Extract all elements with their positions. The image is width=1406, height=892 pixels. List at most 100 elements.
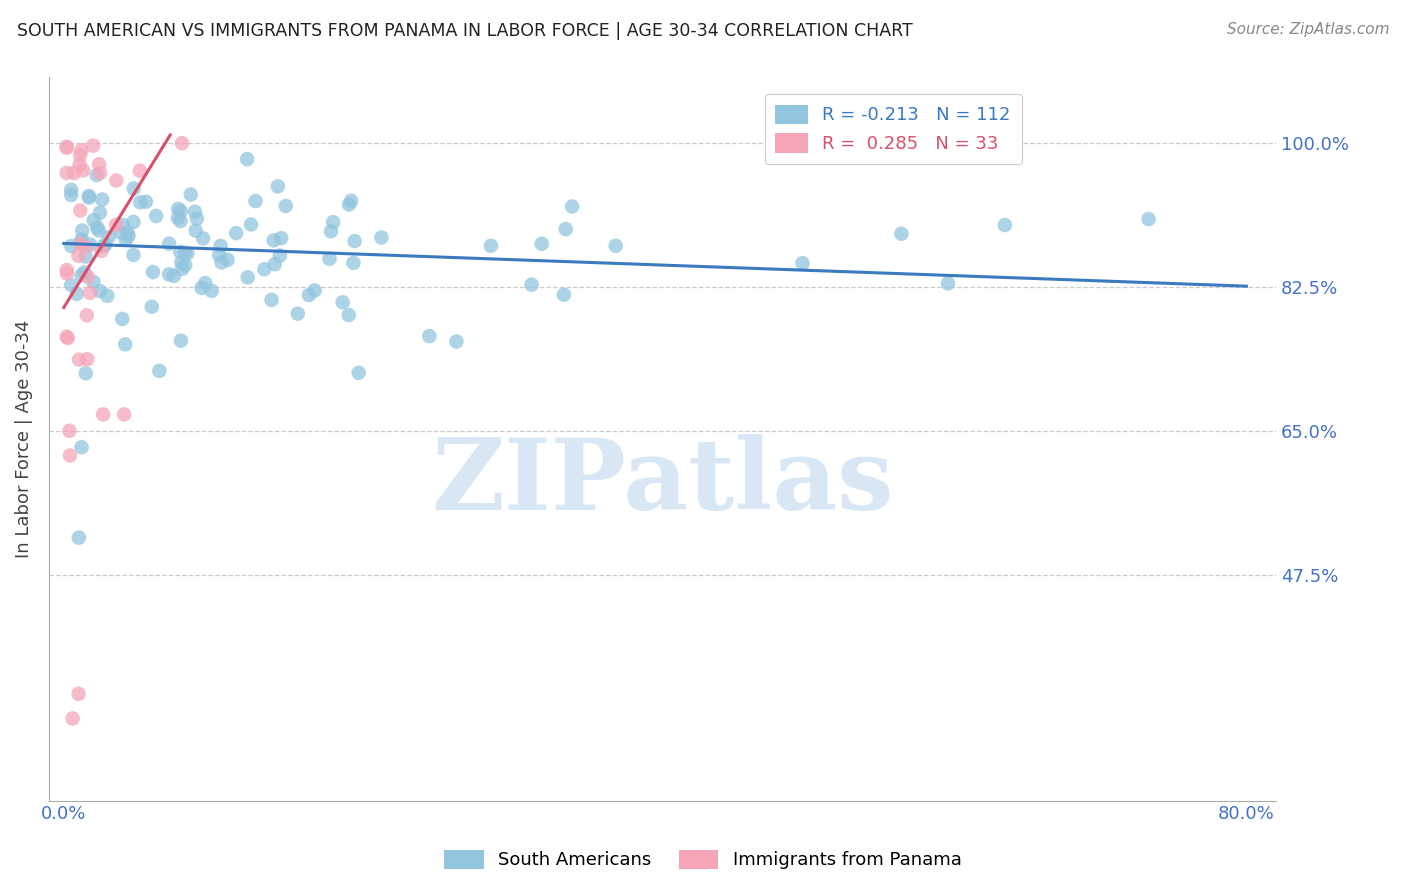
Text: SOUTH AMERICAN VS IMMIGRANTS FROM PANAMA IN LABOR FORCE | AGE 30-34 CORRELATION : SOUTH AMERICAN VS IMMIGRANTS FROM PANAMA… [17,22,912,40]
Point [270,231,292,245]
Point [148,364,170,378]
Y-axis label: In Labor Force | Age 30-34: In Labor Force | Age 30-34 [15,320,32,558]
Point [70,440,93,454]
Point [69,157,91,171]
Point [176,246,198,260]
Point [77,189,100,203]
Point [105,218,128,232]
Legend: R = -0.213   N = 112, R =  0.285   N = 33: R = -0.213 N = 112, R = 0.285 N = 33 [765,94,1022,164]
Point [217,252,239,267]
Point [340,194,363,208]
Point [553,287,575,301]
Point [260,293,283,307]
Point [530,236,553,251]
Point [191,231,214,245]
Point [318,252,340,266]
Point [76,270,98,285]
Point [67,352,90,367]
Point [145,209,167,223]
Point [240,218,263,232]
Point [1137,212,1160,227]
Point [82,275,104,289]
Point [79,237,101,252]
Point [184,224,207,238]
Point [332,295,354,310]
Point [605,239,627,253]
Point [58,424,80,438]
Point [163,268,186,283]
Point [170,204,193,219]
Point [77,190,100,204]
Point [201,284,224,298]
Point [55,140,77,154]
Point [561,199,583,213]
Point [936,277,959,291]
Point [96,289,118,303]
Point [418,329,440,343]
Point [60,183,83,197]
Point [70,268,93,282]
Point [172,261,194,276]
Point [169,244,191,259]
Point [129,195,152,210]
Legend: South Americans, Immigrants from Panama: South Americans, Immigrants from Panama [436,841,970,879]
Point [170,334,193,348]
Point [792,256,814,270]
Point [122,248,145,262]
Point [319,224,342,238]
Point [186,211,208,226]
Point [89,166,111,180]
Point [89,284,111,298]
Point [208,248,231,262]
Point [322,215,344,229]
Point [157,268,180,282]
Point [994,218,1017,232]
Point [184,204,207,219]
Point [73,265,96,279]
Point [67,687,90,701]
Point [110,225,132,239]
Point [72,223,94,237]
Point [370,230,392,244]
Point [76,308,98,322]
Point [236,270,259,285]
Text: Source: ZipAtlas.com: Source: ZipAtlas.com [1226,22,1389,37]
Point [72,163,94,178]
Point [225,226,247,240]
Point [122,181,145,195]
Point [63,166,86,180]
Point [304,284,326,298]
Point [60,239,83,253]
Point [89,205,111,219]
Point [122,215,145,229]
Point [287,307,309,321]
Point [209,239,232,253]
Point [520,277,543,292]
Point [86,168,108,182]
Point [337,197,360,211]
Point [343,234,366,248]
Point [87,157,110,171]
Point [342,256,364,270]
Point [347,366,370,380]
Point [60,277,83,292]
Point [114,337,136,351]
Point [180,187,202,202]
Point [69,203,91,218]
Point [69,148,91,162]
Point [245,194,267,208]
Point [236,152,259,166]
Point [142,265,165,279]
Point [115,233,138,247]
Point [91,408,114,422]
Point [157,236,180,251]
Point [298,288,321,302]
Point [75,240,97,254]
Point [97,230,120,244]
Point [75,250,97,264]
Point [91,193,114,207]
Point [141,300,163,314]
Point [554,222,576,236]
Point [70,143,93,157]
Point [111,312,134,326]
